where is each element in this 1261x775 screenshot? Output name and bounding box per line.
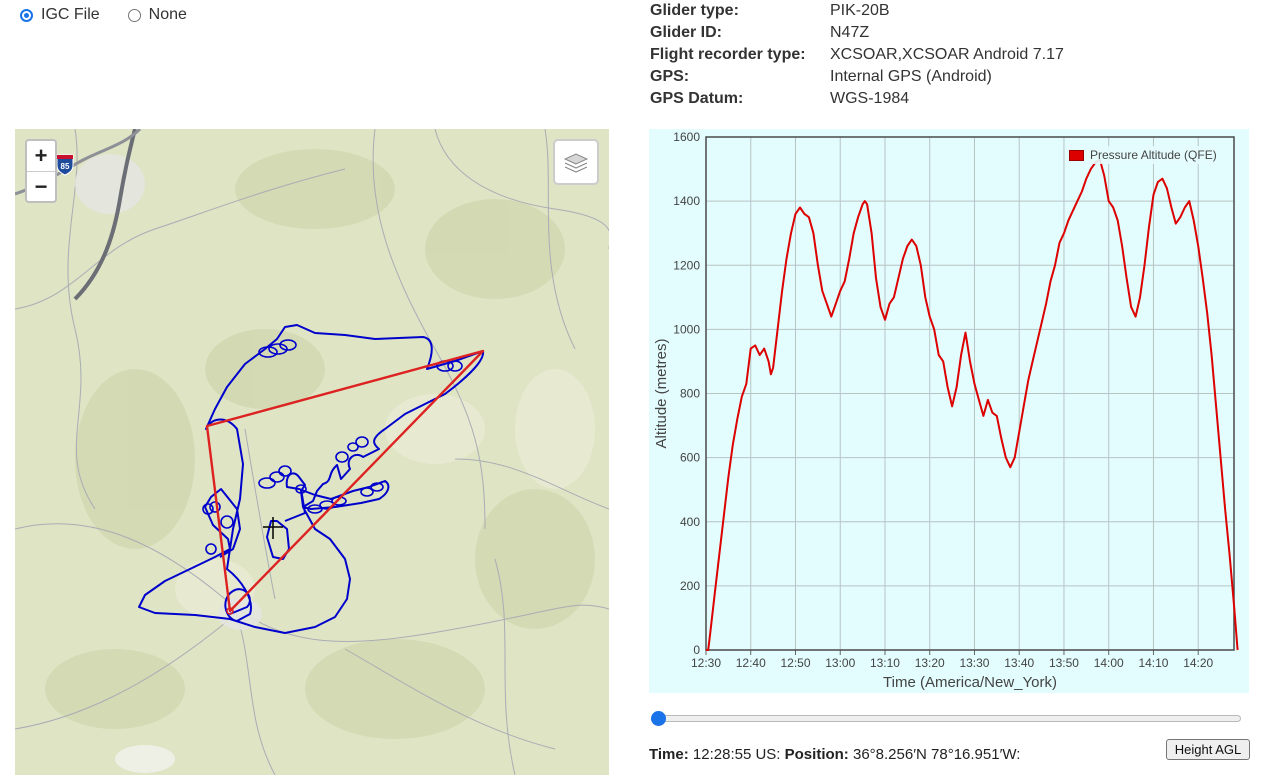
task-start-point <box>226 607 234 615</box>
y-tick-label: 200 <box>680 579 700 593</box>
x-tick-label: 14:00 <box>1094 656 1124 670</box>
status-line: Time: 12:28:55 US: Position: 36°8.256′N … <box>649 746 1020 763</box>
x-tick-label: 13:30 <box>959 656 989 670</box>
radio-igc-file[interactable]: IGC File <box>20 6 100 24</box>
info-label: GPS: <box>650 68 690 85</box>
y-tick-label: 800 <box>680 387 700 401</box>
x-axis-label: Time (America/New_York) <box>883 674 1057 691</box>
interstate-shield-number: 85 <box>61 162 70 171</box>
y-tick-label: 1400 <box>673 194 700 208</box>
y-tick-label: 1200 <box>673 258 700 272</box>
radio-igc-file-label: IGC File <box>41 6 100 23</box>
x-tick-label: 12:30 <box>691 656 721 670</box>
x-tick-label: 13:50 <box>1049 656 1079 670</box>
interstate-shield: 85 <box>56 154 74 176</box>
x-tick-label: 13:00 <box>825 656 855 670</box>
x-tick-label: 14:20 <box>1183 656 1213 670</box>
altitude-chart[interactable]: 0 200 400 600 800 1000 1200 1400 1600 12:30 12:40 1… <box>649 129 1249 693</box>
legend-swatch <box>1069 149 1084 161</box>
info-value: N47Z <box>830 24 870 41</box>
x-tick-label: 14:10 <box>1138 656 1168 670</box>
task-triangle <box>205 349 485 613</box>
radio-none[interactable]: None <box>127 6 187 24</box>
radio-none-dot[interactable] <box>127 8 141 22</box>
info-value: XCSOAR,XCSOAR Android 7.17 <box>830 46 1064 63</box>
zoom-in-button[interactable]: + <box>34 143 48 168</box>
layers-button[interactable] <box>553 139 599 185</box>
info-label: Glider ID: <box>650 24 723 41</box>
zoom-control: + − <box>25 139 57 203</box>
radio-none-label: None <box>148 6 187 23</box>
y-axis-label: Altitude (metres) <box>653 338 670 448</box>
info-label: GPS Datum: <box>650 90 744 107</box>
altitude-series-line <box>706 158 1239 651</box>
info-label: Flight recorder type: <box>650 46 806 63</box>
time-slider[interactable] <box>651 711 1241 726</box>
info-value: WGS-1984 <box>830 90 910 107</box>
y-tick-label: 1600 <box>673 130 700 144</box>
zoom-out-button[interactable]: − <box>27 171 55 201</box>
info-value: PIK-20B <box>830 2 890 19</box>
y-tick-label: 600 <box>680 451 700 465</box>
y-tick-label: 0 <box>693 643 700 657</box>
info-row-glider-id: Glider ID: N47Z <box>650 22 1064 44</box>
interstate-road <box>73 129 137 301</box>
flight-map[interactable]: 85 + − <box>15 129 609 775</box>
time-slider-thumb[interactable] <box>651 711 666 726</box>
info-label: Glider type: <box>650 2 739 19</box>
info-row-gps: GPS: Internal GPS (Android) <box>650 66 1064 88</box>
info-row-glider-type: Glider type: PIK-20B <box>650 0 1064 22</box>
position-marker <box>263 517 283 539</box>
info-row-recorder-type: Flight recorder type: XCSOAR,XCSOAR Andr… <box>650 44 1064 66</box>
chart-legend: Pressure Altitude (QFE) <box>1065 146 1221 164</box>
position-label: Position: <box>784 746 849 763</box>
layers-icon <box>563 153 589 173</box>
x-tick-label: 13:10 <box>870 656 900 670</box>
x-tick-label: 12:40 <box>736 656 766 670</box>
time-label: Time: <box>649 746 689 763</box>
plot-frame <box>705 136 1235 651</box>
time-slider-track[interactable] <box>651 715 1241 722</box>
map-canvas[interactable]: 85 <box>15 129 609 775</box>
flight-info-table: Glider type: PIK-20B Glider ID: N47Z Fli… <box>650 0 1064 110</box>
terrain-shading <box>45 149 595 739</box>
info-value: Internal GPS (Android) <box>830 68 992 85</box>
altitude-chart-canvas[interactable]: 0 200 400 600 800 1000 1200 1400 1600 12:30 12:40 1… <box>649 129 1249 693</box>
time-value: 12:28:55 US: <box>692 746 781 763</box>
thermal-circles <box>202 339 463 555</box>
x-tick-label: 13:20 <box>915 656 945 670</box>
position-value: 36°8.256′N 78°16.951′W: <box>852 746 1021 763</box>
legend-label: Pressure Altitude (QFE) <box>1090 148 1217 162</box>
source-selector: IGC File None <box>20 5 215 25</box>
y-tick-label: 400 <box>680 515 700 529</box>
info-row-gps-datum: GPS Datum: WGS-1984 <box>650 88 1064 110</box>
height-agl-button[interactable]: Height AGL <box>1166 739 1250 760</box>
x-tick-label: 12:50 <box>780 656 810 670</box>
y-tick-label: 1000 <box>673 322 700 336</box>
radio-igc-file-dot[interactable] <box>20 8 33 22</box>
x-tick-label: 13:40 <box>1004 656 1034 670</box>
